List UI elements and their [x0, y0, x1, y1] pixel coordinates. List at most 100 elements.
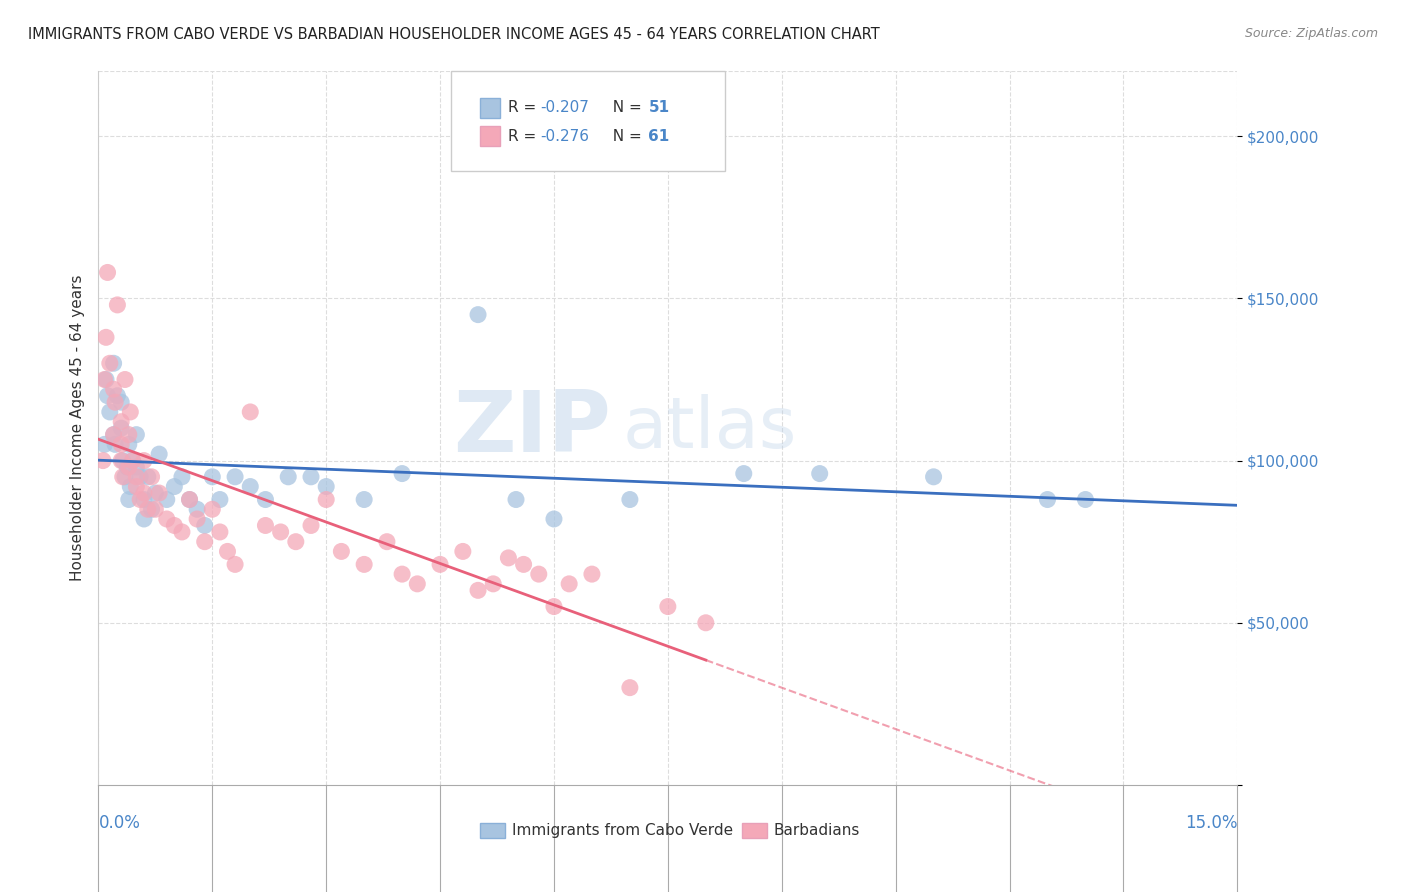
Point: [429, 558, 451, 572]
Point: [121, 453, 143, 467]
Point: [129, 492, 152, 507]
Point: [284, 534, 307, 549]
Point: [103, 356, 125, 370]
Point: [114, 372, 136, 386]
Point: [391, 567, 413, 582]
Point: [505, 492, 527, 507]
Point: [132, 486, 155, 500]
Point: [315, 479, 337, 493]
Bar: [479, 98, 501, 118]
Point: [277, 470, 299, 484]
Point: [118, 427, 141, 442]
Point: [619, 492, 641, 507]
Text: -0.276: -0.276: [540, 128, 589, 144]
Point: [93, 437, 115, 451]
Text: N =: N =: [603, 128, 647, 144]
Point: [482, 577, 505, 591]
Point: [239, 479, 262, 493]
FancyBboxPatch shape: [451, 71, 725, 171]
Point: [136, 470, 159, 484]
Point: [527, 567, 550, 582]
Point: [208, 524, 231, 539]
Point: [136, 502, 159, 516]
Point: [125, 427, 148, 442]
Point: [170, 470, 193, 484]
Point: [201, 470, 224, 484]
Point: [110, 395, 132, 409]
Point: [186, 512, 208, 526]
Text: Barbadians: Barbadians: [773, 823, 860, 838]
Point: [110, 437, 132, 451]
Point: [120, 479, 142, 493]
Point: [315, 492, 337, 507]
Point: [117, 460, 139, 475]
Text: R =: R =: [509, 100, 541, 115]
Point: [299, 518, 322, 533]
Point: [145, 502, 167, 516]
Point: [1036, 492, 1059, 507]
Point: [512, 558, 534, 572]
Point: [619, 681, 641, 695]
Point: [270, 524, 292, 539]
Point: [156, 492, 179, 507]
Point: [132, 453, 155, 467]
Point: [114, 470, 136, 484]
Point: [208, 492, 231, 507]
Point: [103, 427, 125, 442]
Point: [179, 492, 201, 507]
Point: [1074, 492, 1097, 507]
Text: atlas: atlas: [623, 393, 797, 463]
Point: [120, 405, 142, 419]
Point: [375, 534, 398, 549]
Point: [132, 492, 155, 507]
Bar: [479, 127, 501, 146]
Point: [125, 479, 148, 493]
Point: [145, 486, 167, 500]
Point: [391, 467, 413, 481]
Text: Source: ZipAtlas.com: Source: ZipAtlas.com: [1244, 27, 1378, 40]
Text: ZIP: ZIP: [453, 386, 612, 470]
Point: [98, 405, 121, 419]
Text: R =: R =: [509, 128, 541, 144]
Point: [217, 544, 239, 558]
Point: [353, 492, 375, 507]
Point: [94, 372, 117, 386]
Point: [103, 427, 125, 442]
Text: IMMIGRANTS FROM CABO VERDE VS BARBADIAN HOUSEHOLDER INCOME AGES 45 - 64 YEARS CO: IMMIGRANTS FROM CABO VERDE VS BARBADIAN …: [28, 27, 880, 42]
Bar: [479, 822, 505, 838]
Point: [733, 467, 755, 481]
Point: [330, 544, 353, 558]
Point: [96, 389, 118, 403]
Point: [467, 583, 489, 598]
Point: [98, 356, 121, 370]
Y-axis label: Householder Income Ages 45 - 64 years: Householder Income Ages 45 - 64 years: [69, 275, 84, 582]
Point: [170, 524, 193, 539]
Point: [543, 599, 565, 614]
Point: [194, 534, 217, 549]
Point: [125, 470, 148, 484]
Text: 51: 51: [648, 100, 669, 115]
Point: [156, 512, 179, 526]
Point: [406, 577, 429, 591]
Point: [194, 518, 217, 533]
Point: [103, 382, 125, 396]
Point: [224, 470, 246, 484]
Point: [467, 308, 489, 322]
Text: 61: 61: [648, 128, 669, 144]
Point: [91, 453, 114, 467]
Point: [118, 492, 141, 507]
Point: [94, 330, 117, 344]
Point: [148, 486, 170, 500]
Text: N =: N =: [603, 100, 647, 115]
Point: [695, 615, 717, 630]
Point: [239, 405, 262, 419]
Point: [451, 544, 474, 558]
Point: [118, 437, 141, 451]
Point: [808, 467, 831, 481]
Bar: [742, 822, 766, 838]
Point: [498, 550, 520, 565]
Point: [110, 453, 132, 467]
Point: [558, 577, 581, 591]
Point: [201, 502, 224, 516]
Text: -0.207: -0.207: [540, 100, 589, 115]
